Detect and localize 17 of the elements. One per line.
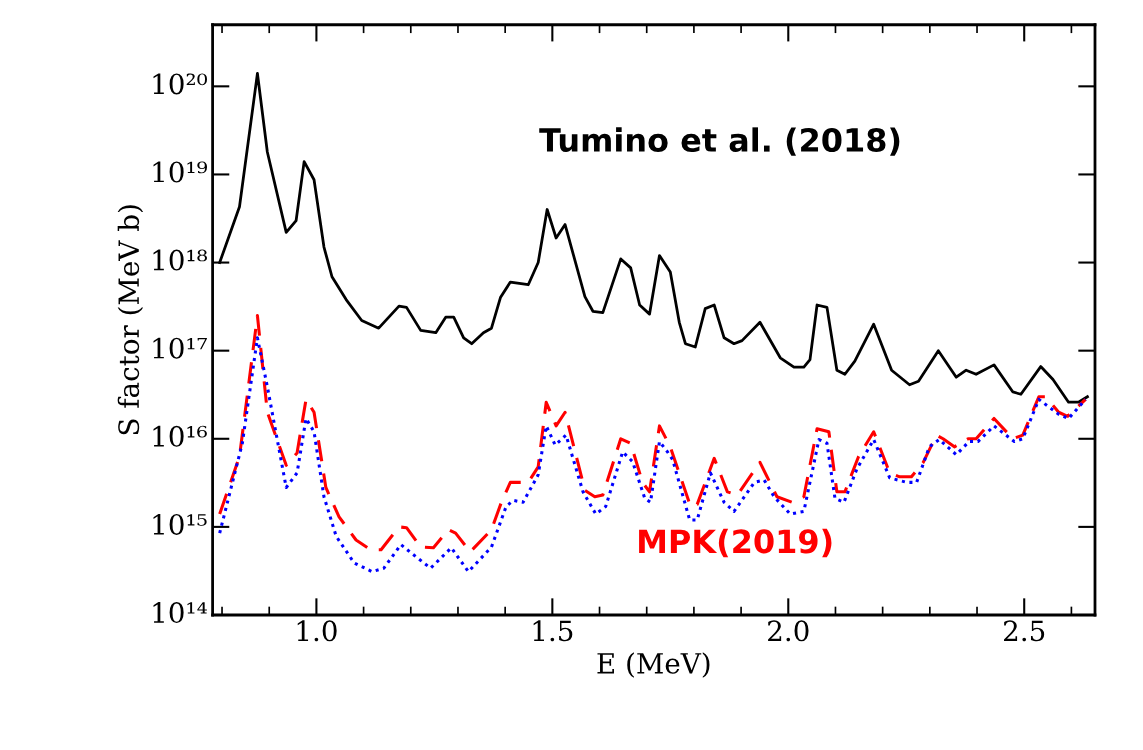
x-tick-label: 2.0 xyxy=(768,620,809,642)
x-tick-label: 1.5 xyxy=(533,620,573,642)
y-tick-label: 10¹⁷ xyxy=(153,337,207,359)
y-tick-label: 10²⁰ xyxy=(153,73,208,95)
y-tick-label: 10¹⁴ xyxy=(153,602,207,624)
line-series xyxy=(218,336,1088,574)
y-axis-title: S factor (MeV b) xyxy=(117,205,144,435)
y-tick-label: 10¹⁹ xyxy=(153,161,208,183)
y-tick-label: 10¹⁵ xyxy=(153,513,207,535)
series-label: MPK(2019) xyxy=(639,528,832,558)
series-label: Tumino et al. (2018) xyxy=(539,127,900,156)
x-tick-label: 2.5 xyxy=(1004,620,1045,642)
y-tick-label: 10¹⁶ xyxy=(153,425,207,447)
x-tick-label: 1.0 xyxy=(297,620,337,642)
x-axis-title: E (MeV) xyxy=(597,652,710,678)
line-series xyxy=(218,72,1089,404)
y-tick-label: 10¹⁸ xyxy=(153,249,207,271)
